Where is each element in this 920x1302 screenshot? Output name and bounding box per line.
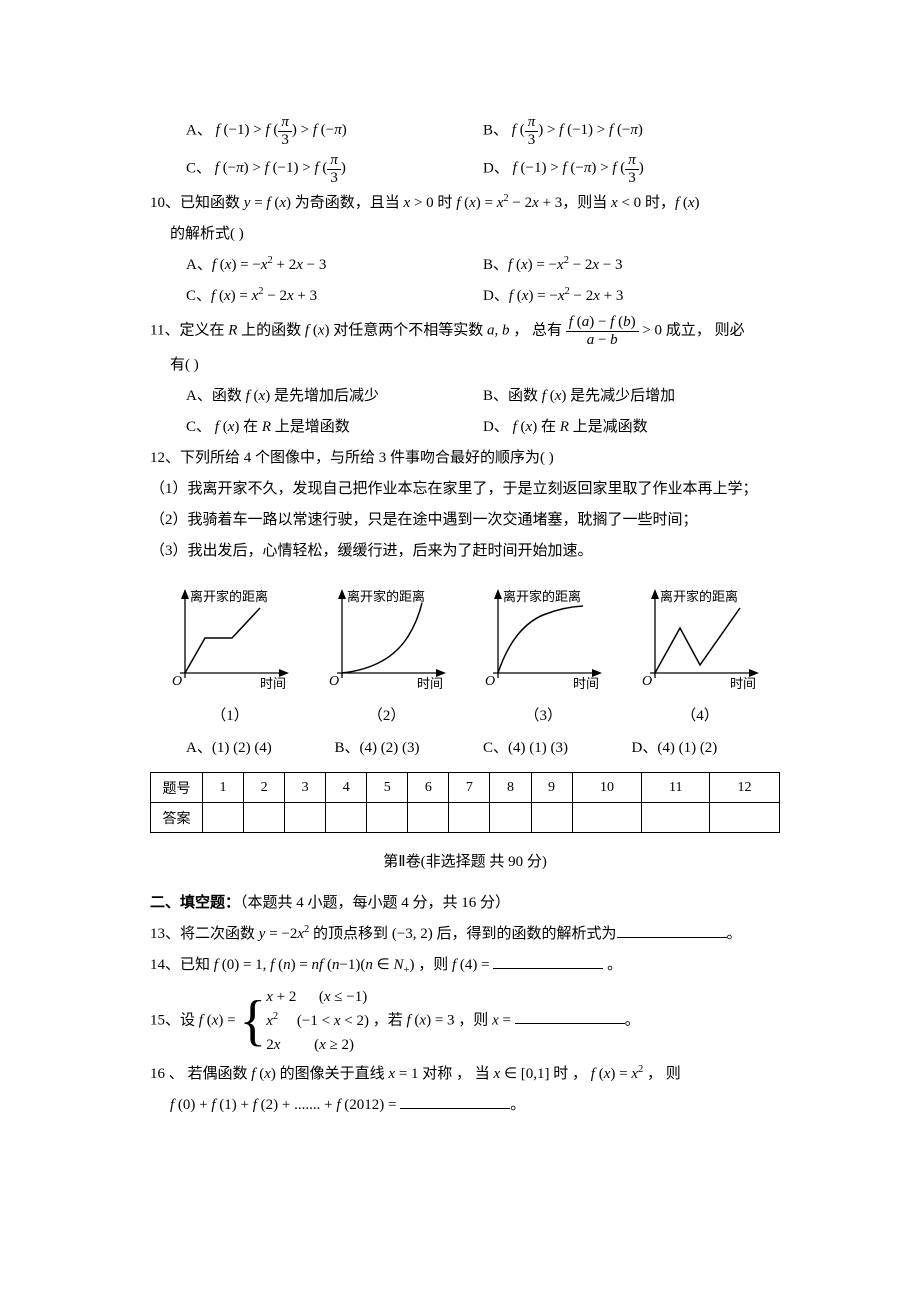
chart-origin: O [172, 674, 182, 689]
table-col: 11 [642, 773, 710, 803]
table-cell[interactable] [367, 803, 408, 833]
table-col: 2 [244, 773, 285, 803]
q11-stem-line2: 有( ) [150, 352, 780, 379]
svg-text:时间: 时间 [573, 676, 599, 691]
q12-optD: D、(4) (1) (2) [632, 735, 781, 762]
table-col: 12 [710, 773, 780, 803]
q16-line2: f (0) + f (1) + f (2) + ....... + f (201… [150, 1092, 780, 1119]
table-cell[interactable] [572, 803, 642, 833]
table-col: 5 [367, 773, 408, 803]
q16-blank[interactable] [400, 1092, 510, 1109]
q9-optB: f (π3) > f (−1) > f (−π) [512, 122, 643, 138]
q9-optD: f (−1) > f (−π) > f (π3) [513, 160, 644, 176]
q12-s1: （1）我离开家不久，发现自己把作业本忘在家里了，于是立刻返回家里取了作业本再上学… [150, 476, 780, 503]
table-header-num: 题号 [151, 773, 203, 803]
svg-text:离开家的距离: 离开家的距离 [503, 589, 581, 604]
q15-blank[interactable] [515, 1008, 625, 1025]
fill-title: 二、填空题： [150, 895, 240, 911]
q10-optA-label: A、 [186, 257, 212, 273]
table-col: 3 [285, 773, 326, 803]
table-cell[interactable] [244, 803, 285, 833]
chart-3-label: （3） [473, 704, 613, 725]
q10-stem-line2: 的解析式( ) [150, 221, 780, 248]
table-col: 9 [531, 773, 572, 803]
chart-2: 离开家的距离 时间 O （2） [317, 583, 457, 725]
q12-optB: B、(4) (2) (3) [335, 735, 484, 762]
q9-optC: f (−π) > f (−1) > f (π3) [215, 160, 346, 176]
q12-stem: 12、下列所给 4 个图像中，与所给 3 件事吻合最好的顺序为( ) [150, 445, 780, 472]
section2-title: 第Ⅱ卷(非选择题 共 90 分) [150, 849, 780, 876]
q10-optD-label: D、 [483, 288, 509, 304]
table-col: 1 [203, 773, 244, 803]
table-col: 6 [408, 773, 449, 803]
table-cell[interactable] [326, 803, 367, 833]
chart-ylabel: 离开家的距离 [190, 589, 268, 604]
table-col: 7 [449, 773, 490, 803]
chart-1: 离开家的距离 时间 O （1） [160, 583, 300, 725]
q11-optA: A、函数 f (x) 是先增加后减少 [186, 383, 483, 410]
svg-text:时间: 时间 [730, 676, 756, 691]
fill-title-row: 二、填空题：（本题共 4 小题，每小题 4 分，共 16 分） [150, 890, 780, 917]
q13: 13、将二次函数 y = −2x2 的顶点移到 (−3, 2) 后，得到的函数的… [150, 921, 780, 948]
q11-stem: 11、定义在 R 上的函数 f (x) 对任意两个不相等实数 a, b ， 总有… [150, 314, 780, 348]
q9-optD-label: D、 [483, 160, 509, 176]
q15: 15、设 f (x) = { x + 2 (x ≤ −1) x2 (−1 < x… [150, 985, 780, 1057]
svg-text:O: O [329, 674, 339, 689]
fill-desc: （本题共 4 小题，每小题 4 分，共 16 分） [240, 895, 510, 911]
chart-3: 离开家的距离 时间 O （3） [473, 583, 613, 725]
table-col: 4 [326, 773, 367, 803]
chart-4: 离开家的距离 时间 O （4） [630, 583, 770, 725]
table-col: 10 [572, 773, 642, 803]
answer-table: 题号 1 2 3 4 5 6 7 8 9 10 11 12 答案 [150, 772, 780, 833]
q9-optB-label: B、 [483, 122, 508, 138]
table-cell[interactable] [490, 803, 531, 833]
table-cell[interactable] [408, 803, 449, 833]
q13-blank[interactable] [617, 922, 727, 939]
table-cell[interactable] [710, 803, 780, 833]
svg-text:O: O [642, 674, 652, 689]
svg-text:时间: 时间 [417, 676, 443, 691]
q11-optB: B、函数 f (x) 是先减少后增加 [483, 383, 780, 410]
table-cell[interactable] [285, 803, 326, 833]
chart-2-label: （2） [317, 704, 457, 725]
q12-optC: C、(4) (1) (3) [483, 735, 632, 762]
q10-stem-line1: 10、已知函数 y = f (x) 为奇函数，且当 x > 0 时 f (x) … [150, 190, 780, 217]
chart-xlabel: 时间 [260, 676, 286, 691]
q12-s3: （3）我出发后，心情轻松，缓缓行进，后来为了赶时间开始加速。 [150, 538, 780, 565]
q11-optC: C、 f (x) 在 R 上是增函数 [186, 414, 483, 441]
q10-optD: f (x) = −x2 − 2x + 3 [509, 288, 624, 304]
q10-optB: f (x) = −x2 − 2x − 3 [508, 257, 623, 273]
q12-optA: A、(1) (2) (4) [186, 735, 335, 762]
q10-optC: f (x) = x2 − 2x + 3 [211, 288, 317, 304]
q12-s2: （2）我骑着车一路以常速行驶，只是在途中遇到一次交通堵塞，耽搁了一些时间； [150, 507, 780, 534]
q11-optD: D、 f (x) 在 R 上是减函数 [483, 414, 780, 441]
q9-optA-label: A、 [186, 122, 212, 138]
svg-text:离开家的距离: 离开家的距离 [347, 589, 425, 604]
chart-4-label: （4） [630, 704, 770, 725]
svg-text:离开家的距离: 离开家的距离 [660, 589, 738, 604]
chart-1-label: （1） [160, 704, 300, 725]
q14-blank[interactable] [493, 953, 603, 970]
table-cell[interactable] [449, 803, 490, 833]
q14: 14、已知 f (0) = 1, f (n) = nf (n−1)(n ∈ N+… [150, 952, 780, 981]
table-cell[interactable] [531, 803, 572, 833]
svg-text:O: O [485, 674, 495, 689]
q10-optC-label: C、 [186, 288, 211, 304]
table-header-ans: 答案 [151, 803, 203, 833]
q10-optB-label: B、 [483, 257, 508, 273]
q9-optA: f (−1) > f (π3) > f (−π) [216, 122, 347, 138]
table-col: 8 [490, 773, 531, 803]
q10-optA: f (x) = −x2 + 2x − 3 [212, 257, 327, 273]
table-cell[interactable] [203, 803, 244, 833]
q16-line1: 16 、 若偶函数 f (x) 的图像关于直线 x = 1 对称 ， 当 x ∈… [150, 1061, 780, 1088]
table-cell[interactable] [642, 803, 710, 833]
q9-optC-label: C、 [186, 160, 211, 176]
